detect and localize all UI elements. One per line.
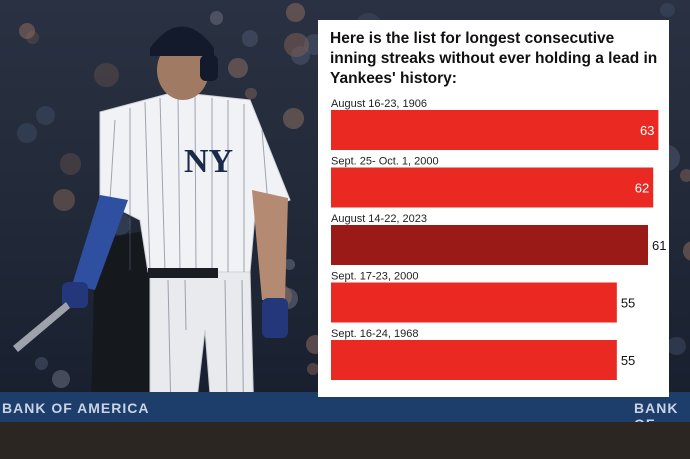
crowd-spot <box>52 189 75 212</box>
crowd-spot <box>667 336 686 355</box>
right-glove <box>262 298 288 338</box>
crowd-spot <box>227 58 248 79</box>
banner-text-left: BANK OF AMERICA <box>2 400 150 416</box>
category-label: August 16-23, 1906 <box>331 98 427 110</box>
value-label: 55 <box>621 296 635 311</box>
bar <box>331 167 654 208</box>
crowd-spot <box>94 62 119 87</box>
bar <box>331 340 617 380</box>
player-left-arm <box>72 195 128 290</box>
bar <box>331 110 659 150</box>
category-label: Sept. 16-24, 1968 <box>331 328 418 340</box>
crowd-spot <box>35 106 55 126</box>
category-label: Sept. 25- Oct. 1, 2000 <box>331 156 439 168</box>
stadium-banner: BANK OF AMERICA BANK OF AME <box>0 392 690 448</box>
crowd-spot <box>34 356 48 371</box>
crowd-spot <box>683 241 690 262</box>
crowd-spot <box>52 369 70 388</box>
ny-logo: NY <box>184 143 233 180</box>
chart-title: Here is the list for longest consecutive… <box>330 30 658 87</box>
player-figure: NY <box>13 26 291 459</box>
crowd-spot <box>18 23 35 39</box>
crowd-spot <box>284 32 309 58</box>
bat <box>13 302 70 352</box>
player-belt <box>148 268 218 278</box>
crowd-spot <box>659 2 675 18</box>
crowd-spot <box>680 169 690 183</box>
crowd-spot <box>59 153 81 175</box>
crowd-spot <box>209 11 224 25</box>
category-label: Sept. 17-23, 2000 <box>331 271 418 283</box>
value-label: 61 <box>652 238 666 253</box>
bar <box>331 225 649 265</box>
crowd-spot <box>286 3 305 22</box>
crowd-spot <box>283 108 305 129</box>
batting-helmet <box>150 26 214 56</box>
helmet-ear-flap <box>200 55 218 81</box>
crowd-spot <box>16 122 37 143</box>
category-label: August 14-22, 2023 <box>331 213 427 225</box>
chart-card: Here is the list for longest consecutive… <box>318 20 669 397</box>
player-right-arm <box>252 190 288 300</box>
value-label: 63 <box>640 123 654 138</box>
crowd-spot <box>306 363 319 376</box>
bar-chart: August 16-23, 1906 63 Sept. 25- Oct. 1, 20… <box>331 98 666 380</box>
left-glove <box>62 282 88 308</box>
bar <box>331 282 617 323</box>
value-label: 62 <box>635 181 649 196</box>
value-label: 55 <box>621 353 635 368</box>
crowd-spot <box>284 258 296 270</box>
crowd-spot <box>245 87 257 99</box>
field-ground <box>0 422 690 459</box>
crowd-spot <box>241 30 258 47</box>
